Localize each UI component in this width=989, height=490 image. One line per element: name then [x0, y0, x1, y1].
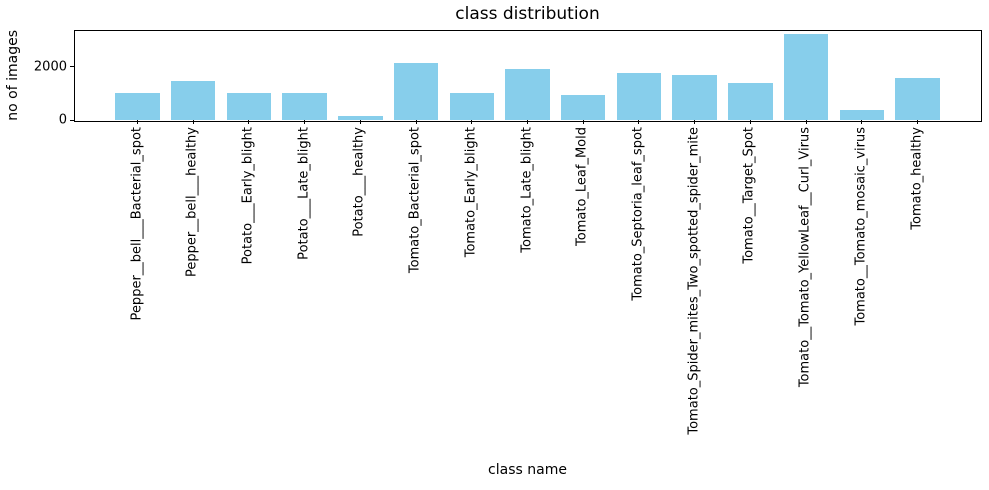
x-tick-label: Pepper__bell___healthy: [184, 127, 200, 278]
y-tick-mark: [70, 66, 74, 68]
bar: [226, 93, 272, 120]
bar: [115, 93, 160, 120]
x-tick-label: Tomato_Leaf_Mold: [574, 127, 590, 246]
x-tick-label: Tomato_Bacterial_spot: [407, 127, 423, 274]
x-tick-mark: [805, 120, 807, 124]
x-tick-mark: [415, 120, 417, 124]
x-tick-mark: [248, 120, 250, 124]
plot-area: [74, 30, 982, 122]
x-tick-mark: [638, 120, 640, 124]
x-tick-label: Potato___healthy: [351, 127, 367, 237]
x-tick-mark: [192, 120, 194, 124]
bar: [449, 93, 495, 120]
x-tick-label: Tomato_Spider_mites_Two_spotted_spider_m…: [686, 127, 702, 435]
y-axis-label: no of images: [5, 29, 22, 121]
chart-title: class distribution: [455, 4, 600, 24]
bar: [616, 72, 662, 120]
bar: [783, 34, 829, 120]
x-tick-label: Pepper__bell___Bacterial_spot: [129, 127, 145, 321]
x-tick-mark: [582, 120, 584, 124]
y-tick-label: 2000: [33, 59, 67, 75]
bar: [895, 77, 940, 120]
x-tick-mark: [694, 120, 696, 124]
bar: [505, 69, 550, 120]
bar: [282, 93, 327, 120]
x-tick-mark: [137, 120, 138, 124]
y-tick-mark: [70, 119, 74, 121]
bar: [338, 115, 383, 120]
x-tick-mark: [359, 120, 361, 124]
x-tick-label: Tomato_healthy: [909, 127, 925, 230]
x-tick-label: Tomato_Late_blight: [519, 127, 535, 253]
bar: [839, 110, 885, 120]
x-tick-mark: [471, 120, 473, 124]
x-tick-mark: [861, 120, 863, 124]
x-tick-label: Potato___Late_blight: [296, 127, 312, 260]
bar: [170, 80, 216, 120]
x-axis-label: class name: [488, 462, 567, 478]
bar: [728, 82, 773, 120]
x-tick-label: Tomato__Tomato_YellowLeaf__Curl_Virus: [797, 127, 813, 388]
x-tick-mark: [917, 120, 918, 124]
x-tick-label: Tomato_Early_blight: [463, 127, 479, 258]
bar: [393, 63, 439, 120]
x-tick-label: Tomato__Tomato_mosaic_virus: [853, 127, 869, 326]
x-tick-label: Tomato__Target_Spot: [741, 127, 757, 264]
y-axis-label-box: no of images: [0, 29, 28, 121]
x-tick-mark: [304, 120, 306, 124]
y-tick-label: 0: [58, 112, 67, 128]
x-tick-label: Tomato_Septoria_leaf_spot: [630, 127, 646, 301]
x-tick-mark: [749, 120, 751, 124]
x-tick-mark: [527, 120, 528, 124]
bar: [560, 94, 606, 120]
x-tick-label: Potato___Early_blight: [240, 127, 256, 265]
bar: [672, 75, 717, 120]
